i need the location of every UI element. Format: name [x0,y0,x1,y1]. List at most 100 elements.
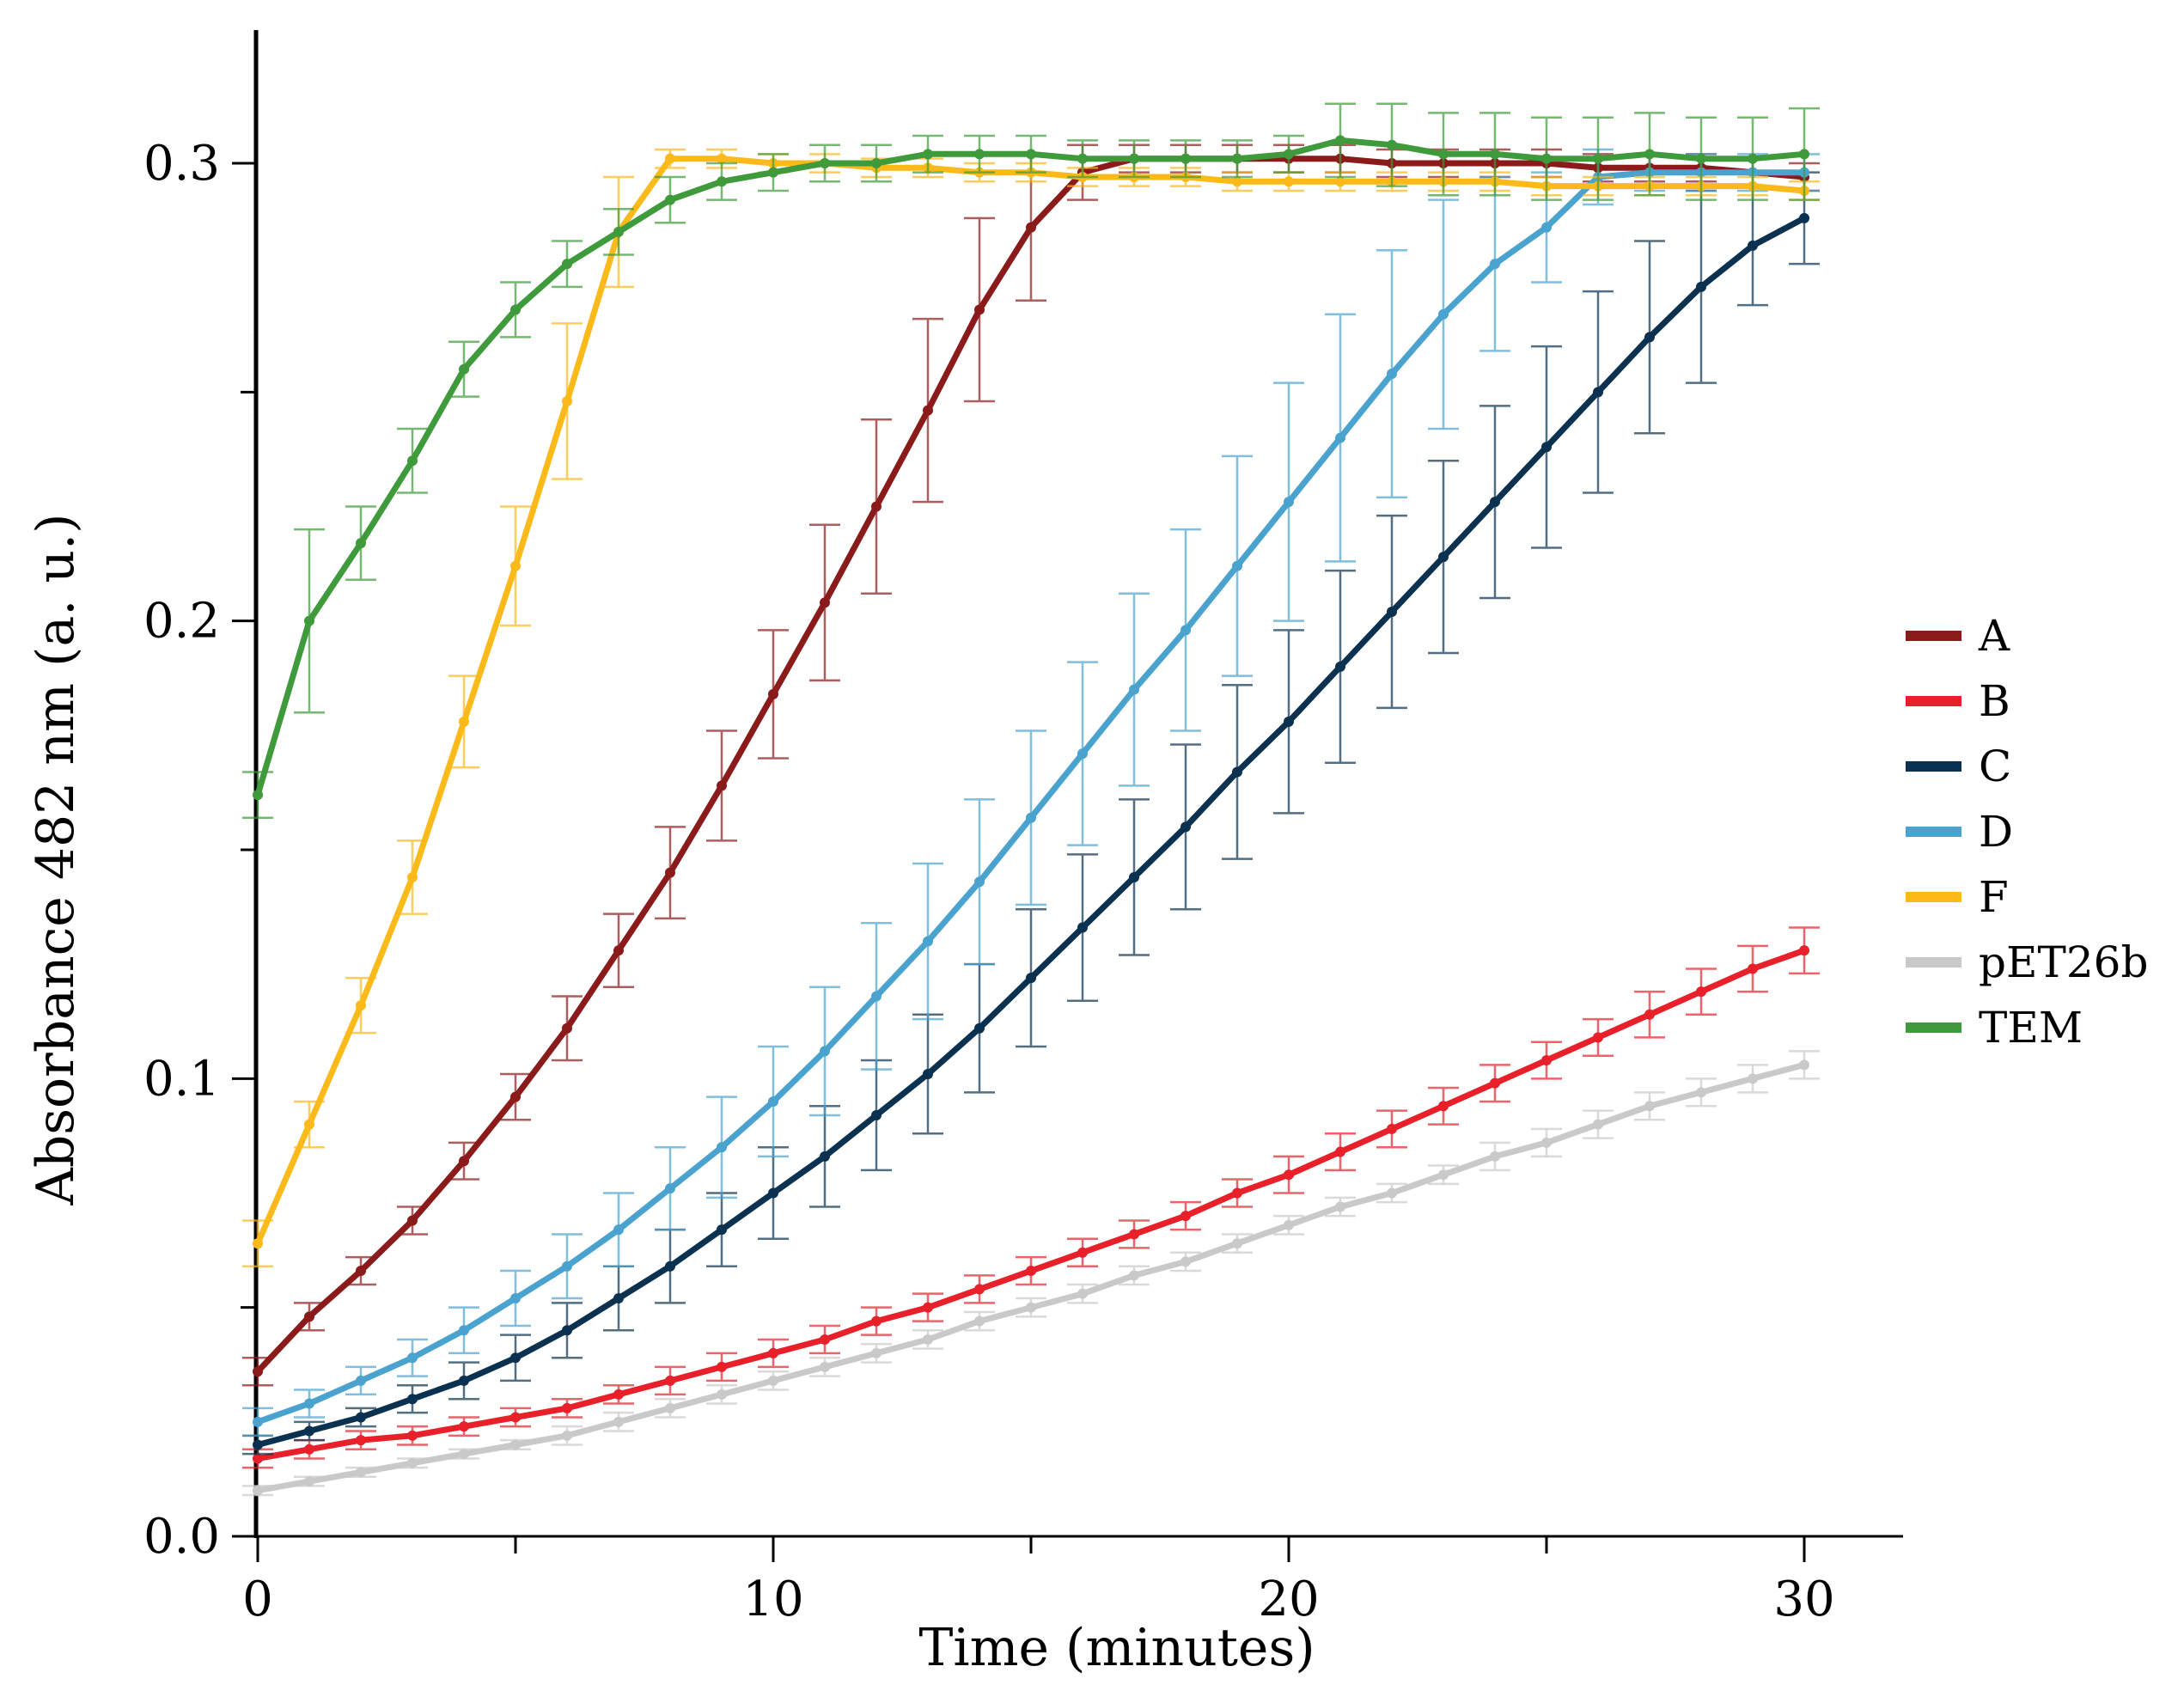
data-point-d [665,1183,675,1194]
data-point-b [1696,986,1706,998]
data-point-pet26b [923,1334,933,1345]
data-point-b [1387,1123,1397,1134]
data-point-f [717,153,727,164]
legend-label-pet26b: pET26b [1979,937,2149,987]
error-bars-b [242,926,1820,1469]
data-point-pet26b [1129,1270,1139,1281]
data-point-d [562,1260,572,1272]
data-point-c [1180,821,1191,833]
data-point-tem [459,363,469,375]
data-point-c [1696,281,1706,292]
data-point-a [304,1311,314,1322]
legend-label-a: A [1978,611,2010,661]
data-point-c [665,1260,675,1272]
data-point-tem [356,538,366,549]
data-point-b [820,1334,830,1345]
data-point-b [1490,1077,1500,1089]
data-point-f [665,153,675,164]
data-point-tem [923,149,933,160]
y-tick-label: 0.2 [143,594,220,650]
data-point-tem [665,194,675,205]
data-point-d [871,991,882,1002]
data-point-d [304,1398,314,1409]
data-point-b [1593,1032,1603,1043]
data-point-tem [717,176,727,187]
data-point-b [1284,1169,1294,1181]
y-tick-label: 0.3 [143,136,220,192]
data-point-tem [1180,153,1191,164]
data-point-b [562,1402,572,1413]
legend-label-b: B [1979,676,2010,726]
data-point-c [510,1352,521,1364]
error-bars-f [242,148,1820,1267]
data-point-b [1335,1146,1345,1157]
series-line-f [254,156,1808,1247]
data-point-b [459,1421,469,1432]
y-axis-title: Absorbance 482 nm (a. u.) [26,514,86,1206]
data-point-c [820,1151,830,1162]
data-point-pet26b [1696,1087,1706,1098]
data-point-b [1644,1009,1655,1020]
data-point-tem [768,167,778,178]
data-point-b [510,1412,521,1423]
data-point-d [1541,222,1552,233]
series-pet26b [242,1050,1820,1497]
data-point-b [1438,1101,1449,1112]
data-point-pet26b [1077,1288,1088,1299]
x-axis-title: Time (minutes) [918,1618,1315,1678]
data-point-tem [1387,139,1397,150]
data-point-pet26b [253,1485,263,1496]
data-point-c [1129,871,1139,882]
data-point-d [253,1416,263,1427]
series-f [242,148,1820,1267]
data-point-c [1077,922,1088,933]
data-point-d [1026,812,1036,823]
data-point-tem [1026,149,1036,160]
axes: 0 10 20 30 0.0 0.1 0.2 0.3 [143,30,1903,1627]
data-point-d [1490,259,1500,270]
data-point-pet26b [1026,1302,1036,1313]
data-point-d [1335,432,1345,443]
data-point-pet26b [1438,1169,1449,1181]
data-point-pet26b [613,1416,624,1427]
data-point-pet26b [562,1430,572,1441]
x-tick-label: 0 [242,1572,273,1627]
data-point-f [1232,176,1242,187]
data-point-tem [562,259,572,270]
data-point-f [356,1000,366,1011]
data-point-a [871,501,882,512]
data-point-pet26b [356,1467,366,1478]
data-point-a [613,945,624,956]
data-point-b [1129,1229,1139,1240]
data-point-pet26b [974,1315,985,1327]
data-point-a [923,405,933,416]
data-point-a [407,1215,418,1226]
data-point-b [1748,963,1758,974]
y-tick-label: 0.1 [143,1051,220,1107]
data-point-b [1026,1266,1036,1277]
data-point-b [1077,1247,1088,1258]
y-tick-label: 0.0 [143,1509,220,1565]
data-point-a [974,304,985,315]
data-point-d [356,1375,366,1386]
data-point-tem [1077,153,1088,164]
data-point-pet26b [407,1457,418,1468]
data-point-tem [1696,153,1706,164]
data-point-b [613,1389,624,1400]
data-point-pet26b [871,1347,882,1358]
data-point-c [1387,607,1397,618]
data-point-pet26b [1541,1137,1552,1148]
data-point-f [1284,176,1294,187]
data-point-b [717,1361,727,1372]
data-point-pet26b [1232,1238,1242,1249]
data-point-d [407,1352,418,1364]
data-point-tem [820,158,830,168]
series-tem [242,102,1820,819]
data-point-pet26b [1593,1119,1603,1130]
data-point-d [1387,369,1397,380]
data-point-f [459,716,469,727]
legend-label-tem: TEM [1979,1003,2083,1053]
data-point-tem [1438,149,1449,160]
